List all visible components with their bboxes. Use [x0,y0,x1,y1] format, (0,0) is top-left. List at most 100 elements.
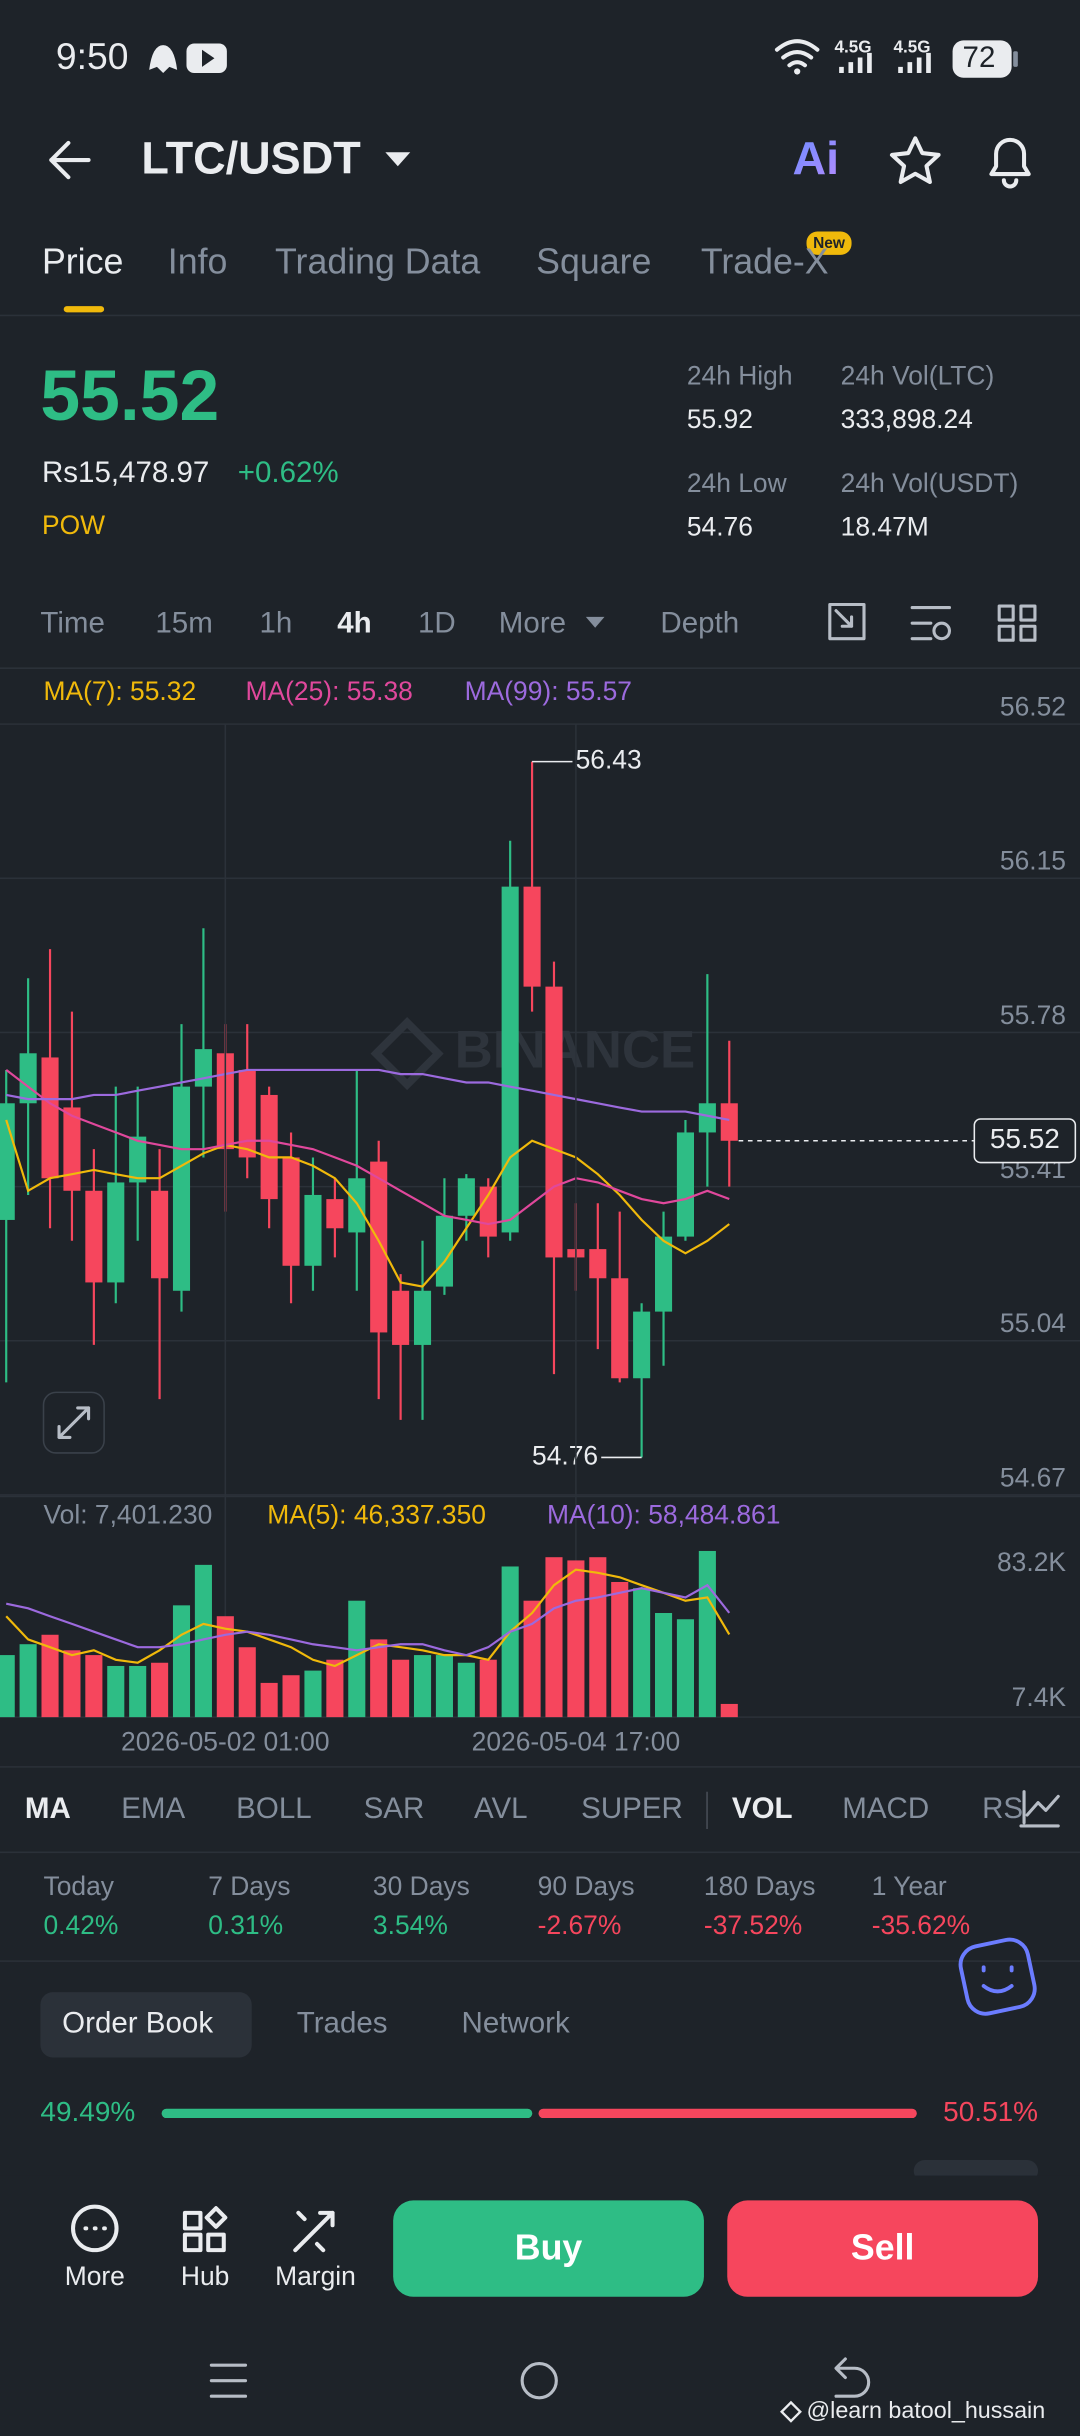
candle-body [151,1190,169,1279]
volume-bar [63,1650,81,1718]
stat-label: 24h Low [687,468,788,498]
volume-bar [0,1655,15,1718]
last-price: 55.52 [40,356,219,436]
performance-value: 3.54% [373,1910,448,1940]
order-book-tab[interactable]: Order Book [62,2007,213,2040]
candle-body [720,1103,738,1141]
indicator-tab[interactable]: MACD [842,1792,929,1825]
assistant-button[interactable] [957,1936,1038,2017]
more-dropdown[interactable] [585,616,605,628]
status-time: 9:50 [56,35,129,77]
watermark: BINANCE [455,1021,696,1080]
last-price-label: 55.52 [990,1123,1060,1154]
moving-average-line [5,1069,730,1226]
interval[interactable]: 4h [337,606,371,639]
candle-body [85,1190,103,1283]
indicator-tab[interactable]: AVL [474,1792,528,1825]
margin-icon[interactable] [293,2210,335,2253]
candle-body [633,1311,651,1379]
candle-body [107,1182,125,1283]
order-book-tab[interactable]: Network [462,2007,570,2040]
indicator-tab[interactable]: EMA [121,1792,185,1825]
volume-bar [194,1564,212,1718]
tab[interactable]: Square [536,242,651,282]
tab[interactable]: Price [42,242,123,282]
nav-home[interactable] [520,2362,558,2400]
nav-back[interactable] [834,2357,871,2398]
chart-tool-icon[interactable] [828,602,866,641]
performance-label: 90 Days [538,1871,635,1901]
candle-body [238,1069,256,1158]
candle-body [676,1132,694,1237]
indicator-settings[interactable] [1019,1790,1060,1828]
volume-bar [326,1659,344,1718]
volume-bar [457,1662,475,1718]
indicator-tab[interactable]: MA [25,1792,71,1825]
stat-value: 55.92 [687,404,753,434]
candle-body [435,1215,453,1287]
candle-body [545,986,563,1258]
hub-icon[interactable] [182,2206,228,2253]
volume-bar [172,1605,191,1718]
volume-bar [260,1682,278,1718]
volume-ma-line [5,1583,731,1657]
y-tick-label: 55.04 [1000,1308,1066,1338]
candle-body [194,1049,212,1087]
sell-button[interactable] [727,2200,1039,2297]
volume-bar [676,1619,694,1718]
tab[interactable]: Trading Data [275,242,480,282]
indicator-tab[interactable]: SAR [364,1792,425,1825]
legend-entry: MA(99): 55.57 [465,676,632,706]
alert-button[interactable] [989,137,1031,189]
indicator-tab[interactable]: BOLL [236,1792,311,1825]
back-button[interactable] [49,140,91,180]
volume-bar [435,1655,453,1718]
y-tick-label: 56.15 [1000,846,1066,876]
indicator-tab[interactable]: VOL [732,1792,793,1825]
interval[interactable]: 1D [418,606,456,639]
y-tick-label: 54.67 [1000,1462,1066,1492]
tool-label[interactable]: Hub [181,2261,229,2291]
y-tick-label: 7.4K [1012,1682,1067,1712]
interval[interactable]: Depth [660,606,739,639]
interval[interactable]: 1h [260,606,293,639]
buy-button[interactable] [393,2200,704,2297]
candle-body [413,1290,432,1345]
tab[interactable]: Trade-X [701,242,829,282]
price-change: +0.62% [238,456,339,489]
settings-icon-gear [932,621,952,641]
indicator-tab[interactable]: SUPER [581,1792,683,1825]
settings-icon[interactable] [910,606,952,641]
y-tick-label: 83.2K [997,1547,1066,1577]
legend-entry: MA(7): 55.32 [44,676,197,706]
ai-button[interactable]: Ai [793,132,840,184]
tool-label[interactable]: More [65,2261,125,2291]
tool-label[interactable]: Margin [275,2261,356,2291]
candle-body [654,1236,673,1312]
buy-label: Buy [515,2228,583,2268]
candle-body [129,1136,147,1183]
order-book-tab[interactable]: Trades [297,2007,388,2040]
interval[interactable]: More [499,606,566,639]
indicator-tab[interactable]: RS [982,1792,1023,1825]
candle-body [19,1053,37,1104]
interval[interactable]: 15m [155,606,212,639]
pair-dropdown[interactable] [385,152,411,167]
x-tick-label: 2026-05-04 17:00 [472,1727,680,1757]
candle-body [304,1194,322,1266]
pair-title[interactable]: LTC/USDT [141,133,361,184]
performance-value: 0.42% [44,1910,119,1940]
more-icon[interactable] [71,2204,119,2253]
favorite-button[interactable] [889,136,941,184]
volume-bar [523,1600,541,1718]
interval[interactable]: Time [40,606,104,639]
performance-label: 1 Year [872,1871,947,1901]
candle-body [172,1086,191,1291]
coin-tag[interactable]: POW [42,510,105,540]
nav-recent[interactable] [209,2363,248,2398]
signal-icon [898,52,931,74]
volume-bar [589,1557,607,1718]
stat-value: 18.47M [841,511,929,541]
tab[interactable]: Info [168,242,228,282]
layout-icon[interactable] [997,604,1037,642]
